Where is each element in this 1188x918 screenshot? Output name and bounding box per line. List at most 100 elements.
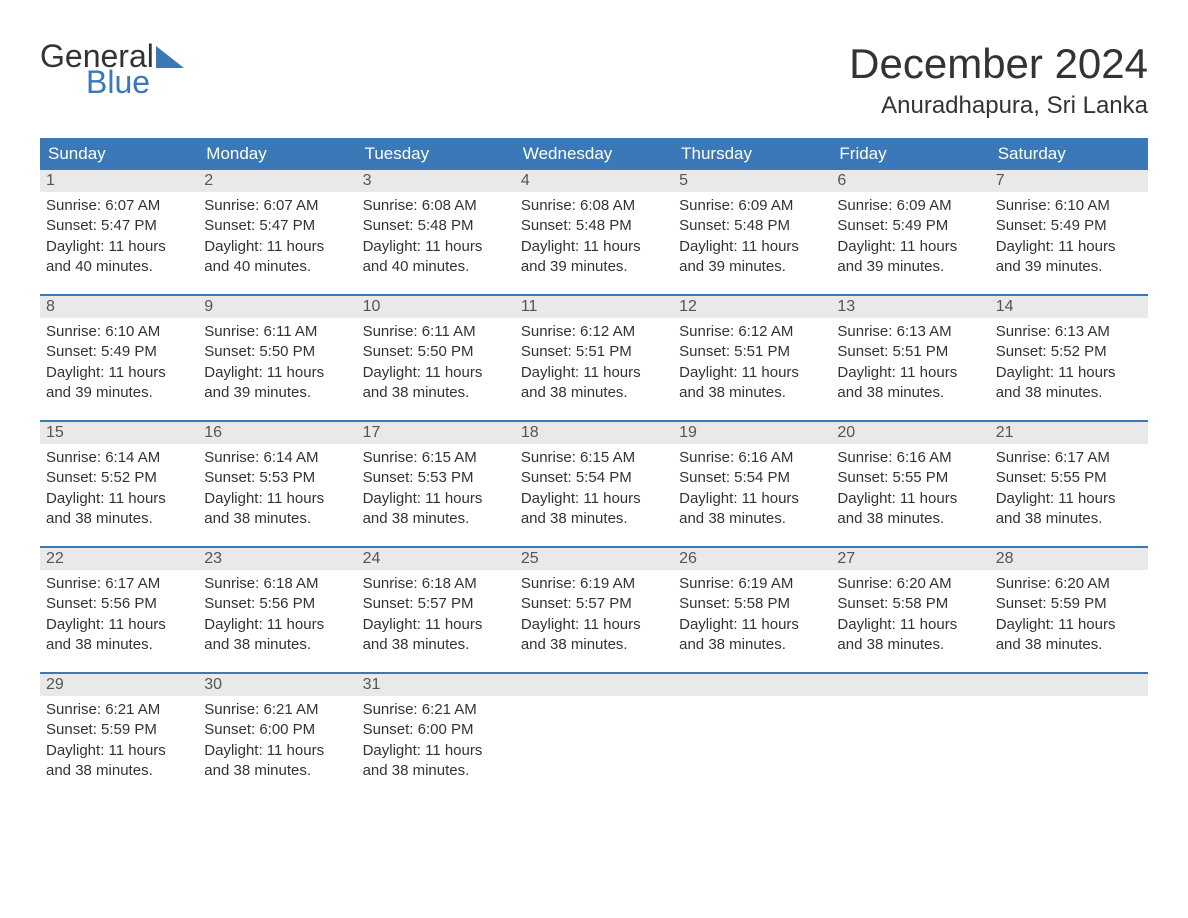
sunrise-line: Sunrise: 6:10 AM [996, 196, 1142, 216]
day-body: Sunrise: 6:10 AMSunset: 5:49 PMDaylight:… [990, 192, 1148, 277]
sunrise-line: Sunrise: 6:13 AM [996, 322, 1142, 342]
sunset-line: Sunset: 5:59 PM [996, 594, 1142, 614]
daylight-line: Daylight: 11 hours and 38 minutes. [837, 489, 983, 530]
sunrise-line: Sunrise: 6:07 AM [46, 196, 192, 216]
logo-triangle-icon [156, 46, 184, 68]
day-number: 28 [990, 548, 1148, 570]
sunrise-line: Sunrise: 6:08 AM [363, 196, 509, 216]
weekday-monday: Monday [198, 138, 356, 170]
day-body [990, 696, 1148, 700]
sunrise-line: Sunrise: 6:21 AM [204, 700, 350, 720]
sunset-line: Sunset: 5:49 PM [46, 342, 192, 362]
sunrise-line: Sunrise: 6:21 AM [46, 700, 192, 720]
day-cell: 23Sunrise: 6:18 AMSunset: 5:56 PMDayligh… [198, 548, 356, 672]
day-body: Sunrise: 6:09 AMSunset: 5:48 PMDaylight:… [673, 192, 831, 277]
day-cell: 8Sunrise: 6:10 AMSunset: 5:49 PMDaylight… [40, 296, 198, 420]
daylight-line: Daylight: 11 hours and 38 minutes. [679, 615, 825, 656]
day-cell: 5Sunrise: 6:09 AMSunset: 5:48 PMDaylight… [673, 170, 831, 294]
daylight-line: Daylight: 11 hours and 39 minutes. [679, 237, 825, 278]
day-body: Sunrise: 6:14 AMSunset: 5:53 PMDaylight:… [198, 444, 356, 529]
week-row: 29Sunrise: 6:21 AMSunset: 5:59 PMDayligh… [40, 672, 1148, 798]
weekday-header-row: SundayMondayTuesdayWednesdayThursdayFrid… [40, 138, 1148, 170]
day-body: Sunrise: 6:21 AMSunset: 6:00 PMDaylight:… [357, 696, 515, 781]
sunrise-line: Sunrise: 6:10 AM [46, 322, 192, 342]
sunrise-line: Sunrise: 6:08 AM [521, 196, 667, 216]
daylight-line: Daylight: 11 hours and 38 minutes. [996, 363, 1142, 404]
day-body: Sunrise: 6:21 AMSunset: 6:00 PMDaylight:… [198, 696, 356, 781]
day-body: Sunrise: 6:10 AMSunset: 5:49 PMDaylight:… [40, 318, 198, 403]
daylight-line: Daylight: 11 hours and 38 minutes. [363, 363, 509, 404]
daylight-line: Daylight: 11 hours and 38 minutes. [521, 489, 667, 530]
sunset-line: Sunset: 5:50 PM [363, 342, 509, 362]
day-body: Sunrise: 6:13 AMSunset: 5:51 PMDaylight:… [831, 318, 989, 403]
sunset-line: Sunset: 5:52 PM [996, 342, 1142, 362]
day-cell: 2Sunrise: 6:07 AMSunset: 5:47 PMDaylight… [198, 170, 356, 294]
sunrise-line: Sunrise: 6:12 AM [521, 322, 667, 342]
sunset-line: Sunset: 5:47 PM [204, 216, 350, 236]
sunset-line: Sunset: 6:00 PM [363, 720, 509, 740]
day-number [990, 674, 1148, 696]
logo-word-blue: Blue [86, 66, 184, 98]
daylight-line: Daylight: 11 hours and 38 minutes. [204, 489, 350, 530]
day-body: Sunrise: 6:16 AMSunset: 5:55 PMDaylight:… [831, 444, 989, 529]
sunrise-line: Sunrise: 6:13 AM [837, 322, 983, 342]
day-number [673, 674, 831, 696]
day-cell: 3Sunrise: 6:08 AMSunset: 5:48 PMDaylight… [357, 170, 515, 294]
sunrise-line: Sunrise: 6:16 AM [679, 448, 825, 468]
day-cell: 7Sunrise: 6:10 AMSunset: 5:49 PMDaylight… [990, 170, 1148, 294]
day-body: Sunrise: 6:17 AMSunset: 5:55 PMDaylight:… [990, 444, 1148, 529]
day-body: Sunrise: 6:12 AMSunset: 5:51 PMDaylight:… [673, 318, 831, 403]
daylight-line: Daylight: 11 hours and 38 minutes. [363, 615, 509, 656]
sunset-line: Sunset: 5:56 PM [46, 594, 192, 614]
daylight-line: Daylight: 11 hours and 38 minutes. [46, 489, 192, 530]
weekday-saturday: Saturday [990, 138, 1148, 170]
sunset-line: Sunset: 5:51 PM [837, 342, 983, 362]
day-cell: 12Sunrise: 6:12 AMSunset: 5:51 PMDayligh… [673, 296, 831, 420]
title-block: December 2024 Anuradhapura, Sri Lanka [849, 40, 1148, 120]
week-row: 8Sunrise: 6:10 AMSunset: 5:49 PMDaylight… [40, 294, 1148, 420]
day-cell: 28Sunrise: 6:20 AMSunset: 5:59 PMDayligh… [990, 548, 1148, 672]
day-number: 23 [198, 548, 356, 570]
day-number: 26 [673, 548, 831, 570]
sunrise-line: Sunrise: 6:11 AM [204, 322, 350, 342]
day-body: Sunrise: 6:18 AMSunset: 5:56 PMDaylight:… [198, 570, 356, 655]
day-number: 15 [40, 422, 198, 444]
day-number: 27 [831, 548, 989, 570]
daylight-line: Daylight: 11 hours and 38 minutes. [996, 615, 1142, 656]
daylight-line: Daylight: 11 hours and 38 minutes. [204, 741, 350, 782]
sunset-line: Sunset: 5:47 PM [46, 216, 192, 236]
day-body: Sunrise: 6:12 AMSunset: 5:51 PMDaylight:… [515, 318, 673, 403]
sunrise-line: Sunrise: 6:11 AM [363, 322, 509, 342]
daylight-line: Daylight: 11 hours and 39 minutes. [204, 363, 350, 404]
sunrise-line: Sunrise: 6:09 AM [837, 196, 983, 216]
day-body: Sunrise: 6:20 AMSunset: 5:59 PMDaylight:… [990, 570, 1148, 655]
sunset-line: Sunset: 5:57 PM [363, 594, 509, 614]
day-cell: 13Sunrise: 6:13 AMSunset: 5:51 PMDayligh… [831, 296, 989, 420]
day-body: Sunrise: 6:16 AMSunset: 5:54 PMDaylight:… [673, 444, 831, 529]
sunrise-line: Sunrise: 6:15 AM [521, 448, 667, 468]
day-number [515, 674, 673, 696]
sunset-line: Sunset: 5:50 PM [204, 342, 350, 362]
sunrise-line: Sunrise: 6:20 AM [996, 574, 1142, 594]
day-body: Sunrise: 6:11 AMSunset: 5:50 PMDaylight:… [198, 318, 356, 403]
daylight-line: Daylight: 11 hours and 38 minutes. [46, 741, 192, 782]
sunrise-line: Sunrise: 6:18 AM [363, 574, 509, 594]
day-cell: 15Sunrise: 6:14 AMSunset: 5:52 PMDayligh… [40, 422, 198, 546]
daylight-line: Daylight: 11 hours and 39 minutes. [996, 237, 1142, 278]
day-body: Sunrise: 6:19 AMSunset: 5:58 PMDaylight:… [673, 570, 831, 655]
day-number: 14 [990, 296, 1148, 318]
sunrise-line: Sunrise: 6:18 AM [204, 574, 350, 594]
sunset-line: Sunset: 5:51 PM [521, 342, 667, 362]
sunrise-line: Sunrise: 6:12 AM [679, 322, 825, 342]
daylight-line: Daylight: 11 hours and 40 minutes. [204, 237, 350, 278]
daylight-line: Daylight: 11 hours and 38 minutes. [363, 489, 509, 530]
daylight-line: Daylight: 11 hours and 40 minutes. [46, 237, 192, 278]
sunrise-line: Sunrise: 6:14 AM [46, 448, 192, 468]
day-number: 10 [357, 296, 515, 318]
day-cell: 21Sunrise: 6:17 AMSunset: 5:55 PMDayligh… [990, 422, 1148, 546]
sunset-line: Sunset: 5:58 PM [679, 594, 825, 614]
day-cell [990, 674, 1148, 798]
day-cell: 16Sunrise: 6:14 AMSunset: 5:53 PMDayligh… [198, 422, 356, 546]
day-number: 18 [515, 422, 673, 444]
sunrise-line: Sunrise: 6:15 AM [363, 448, 509, 468]
